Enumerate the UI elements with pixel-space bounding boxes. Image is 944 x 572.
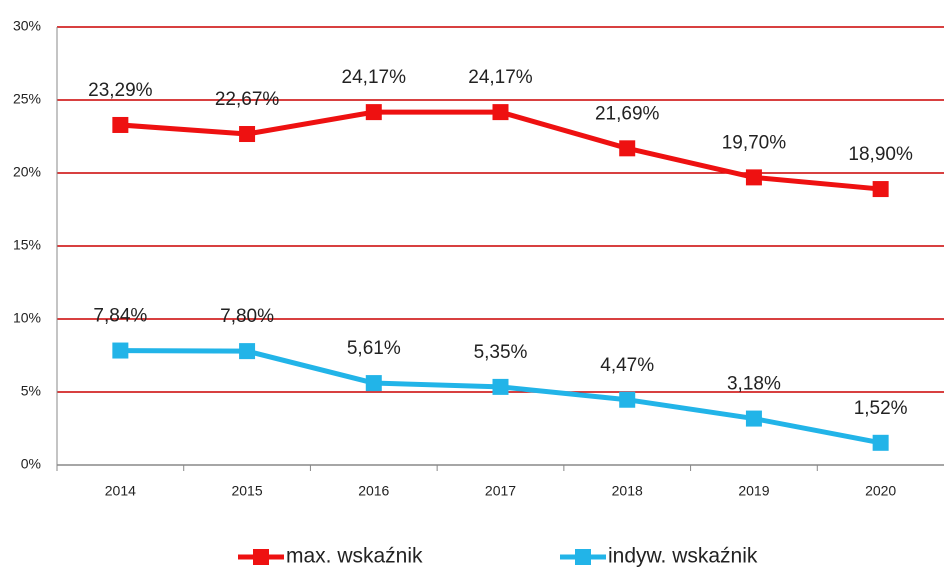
x-tick-label: 2014 (105, 483, 136, 499)
y-tick-label: 10% (13, 310, 41, 326)
point-marker (619, 140, 636, 157)
y-tick-label: 5% (21, 383, 41, 399)
data-label: 24,17% (342, 67, 407, 88)
y-tick-label: 30% (13, 18, 41, 34)
data-label: 5,61% (347, 338, 401, 359)
data-label: 24,17% (468, 67, 533, 88)
point-marker (745, 410, 762, 427)
data-label: 22,67% (215, 89, 280, 110)
series-line (120, 348, 882, 446)
data-label: 3,18% (727, 374, 781, 395)
y-tick-label: 20% (13, 164, 41, 180)
point-marker (365, 104, 382, 121)
data-label: 18,90% (848, 144, 913, 165)
data-label: 1,52% (854, 398, 908, 419)
legend-marker (253, 549, 269, 565)
data-label: 23,29% (88, 80, 153, 101)
y-tick-label: 25% (13, 91, 41, 107)
point-marker (239, 126, 256, 143)
point-marker (872, 434, 889, 451)
point-marker (239, 343, 256, 360)
data-label: 7,84% (93, 306, 147, 327)
point-marker (365, 375, 382, 392)
y-tick-label: 15% (13, 237, 41, 253)
point-marker (492, 378, 509, 395)
y-tick-label: 0% (21, 456, 41, 472)
data-label: 4,47% (600, 355, 654, 376)
x-tick-label: 2015 (231, 483, 262, 499)
data-label: 5,35% (474, 342, 528, 363)
data-label: 7,80% (220, 306, 274, 327)
point-marker (872, 181, 889, 198)
x-tick-label: 2017 (485, 483, 516, 499)
x-tick-label: 2018 (612, 483, 643, 499)
x-tick-label: 2019 (738, 483, 769, 499)
legend-label: max. wskaźnik (286, 545, 423, 568)
data-label: 21,69% (595, 103, 660, 124)
point-marker (619, 391, 636, 408)
point-marker (112, 342, 129, 359)
legend-marker (575, 549, 591, 565)
point-marker (112, 116, 129, 133)
x-tick-label: 2016 (358, 483, 389, 499)
legend-label: indyw. wskaźnik (608, 545, 758, 568)
point-marker (492, 104, 509, 121)
x-tick-label: 2020 (865, 483, 896, 499)
data-label: 19,70% (722, 132, 787, 153)
point-marker (745, 169, 762, 186)
